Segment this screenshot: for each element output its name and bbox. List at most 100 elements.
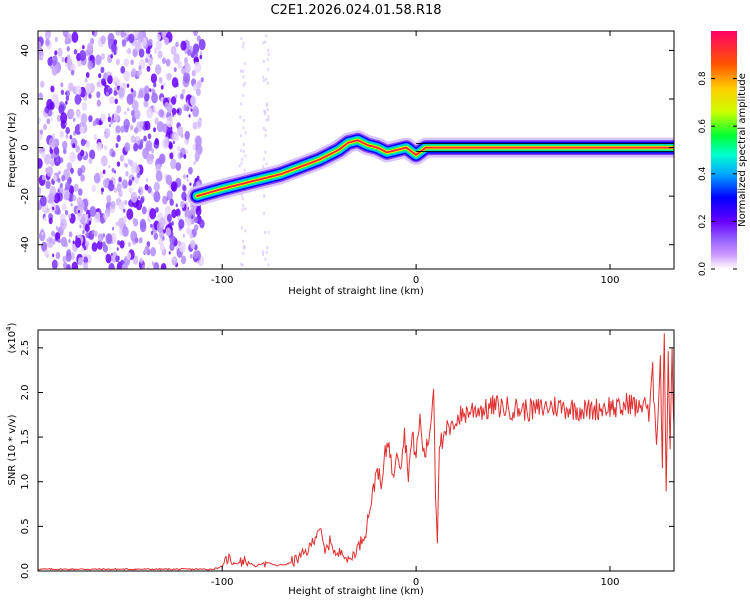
noise-speck [267, 52, 270, 56]
noise-speck [138, 237, 143, 244]
noise-speck [150, 190, 155, 197]
noise-speck [196, 80, 202, 89]
noise-speck [88, 157, 93, 165]
noise-speck [141, 264, 146, 269]
noise-speck [38, 186, 42, 196]
noise-speck [54, 50, 58, 56]
noise-speck [61, 56, 65, 63]
noise-speck [84, 77, 88, 83]
noise-speck [155, 170, 163, 182]
noise-speck [151, 261, 155, 266]
noise-speck [131, 109, 136, 117]
noise-speck [121, 39, 127, 47]
noise-speck [113, 114, 119, 123]
noise-speck [242, 204, 245, 208]
snr-frame [37, 329, 675, 572]
noise-speck [38, 158, 43, 169]
noise-speck [242, 42, 245, 46]
noise-speck [175, 208, 181, 217]
noise-speck [133, 143, 139, 152]
noise-speck [50, 159, 55, 167]
noise-speck [80, 216, 86, 224]
noise-speck [72, 194, 77, 202]
snr-series-line [38, 333, 674, 571]
noise-speck [65, 252, 72, 263]
noise-speck [262, 59, 265, 63]
noise-speck [65, 100, 68, 105]
noise-speck [264, 128, 267, 132]
noise-speck [175, 162, 182, 171]
noise-speck [45, 180, 51, 190]
noise-speck [77, 209, 80, 214]
noise-speck [263, 109, 266, 113]
noise-speck [57, 262, 60, 266]
colorbar-label: Normalized spectral amplitude [737, 73, 748, 227]
noise-speck [147, 133, 152, 140]
snr-x-ticks: -100 0 100 [211, 330, 620, 588]
noise-speck [93, 172, 101, 184]
noise-speck [124, 142, 131, 152]
noise-speck [196, 175, 200, 180]
noise-speck [154, 64, 162, 75]
noise-speck [81, 247, 85, 252]
noise-speck [88, 220, 92, 226]
noise-speck [240, 161, 243, 165]
noise-speck [62, 140, 68, 150]
noise-speck [116, 105, 122, 114]
noise-speck [100, 113, 106, 123]
colorbar-tick-label: 0.0 [698, 262, 708, 277]
noise-speck [177, 60, 183, 69]
noise-speck [162, 82, 166, 87]
noise-speck [75, 145, 81, 153]
noise-speck [87, 42, 94, 53]
noise-speck [128, 199, 132, 207]
noise-speck [151, 92, 158, 104]
noise-speck [123, 70, 131, 82]
noise-speck [56, 158, 59, 163]
noise-speck [153, 191, 161, 203]
noise-speck [144, 120, 151, 131]
noise-speck [100, 216, 105, 224]
noise-speck [70, 69, 75, 76]
noise-speck [111, 167, 115, 173]
noise-speck [169, 198, 174, 206]
noise-speck [118, 200, 125, 211]
noise-speck [138, 189, 141, 194]
noise-speck [168, 251, 171, 255]
noise-speck [57, 238, 61, 244]
noise-speck [241, 45, 244, 49]
noise-speck [93, 211, 101, 223]
noise-speck [76, 196, 83, 206]
noise-speck [153, 47, 158, 54]
noise-speck [186, 227, 191, 235]
noise-speck [46, 98, 53, 110]
noise-speck [195, 206, 202, 216]
noise-speck [155, 206, 159, 213]
noise-speck [72, 143, 76, 149]
noise-speck [188, 114, 191, 118]
noise-speck [51, 133, 55, 138]
noise-speck [100, 53, 105, 60]
colorbar-tick-label: 0.8 [698, 71, 708, 86]
noise-speck [265, 162, 268, 166]
snr-y-tick-label: 1.0 [20, 474, 31, 490]
noise-speck [99, 171, 104, 179]
noise-speck [266, 57, 269, 61]
noise-speck [267, 67, 270, 71]
noise-speck [265, 34, 268, 38]
noise-speck [133, 128, 136, 132]
noise-speck [264, 112, 267, 116]
noise-speck [183, 154, 187, 159]
noise-speck [106, 91, 109, 97]
noise-speck [78, 172, 81, 177]
noise-speck [77, 257, 83, 265]
noise-speck [65, 33, 73, 45]
noise-speck [128, 187, 133, 194]
noise-speck [115, 31, 121, 36]
noise-speck [172, 140, 175, 145]
noise-speck [39, 93, 44, 99]
noise-speck [60, 89, 65, 96]
noise-speck [59, 157, 64, 164]
noise-speck [188, 166, 193, 175]
noise-speck [48, 137, 56, 148]
